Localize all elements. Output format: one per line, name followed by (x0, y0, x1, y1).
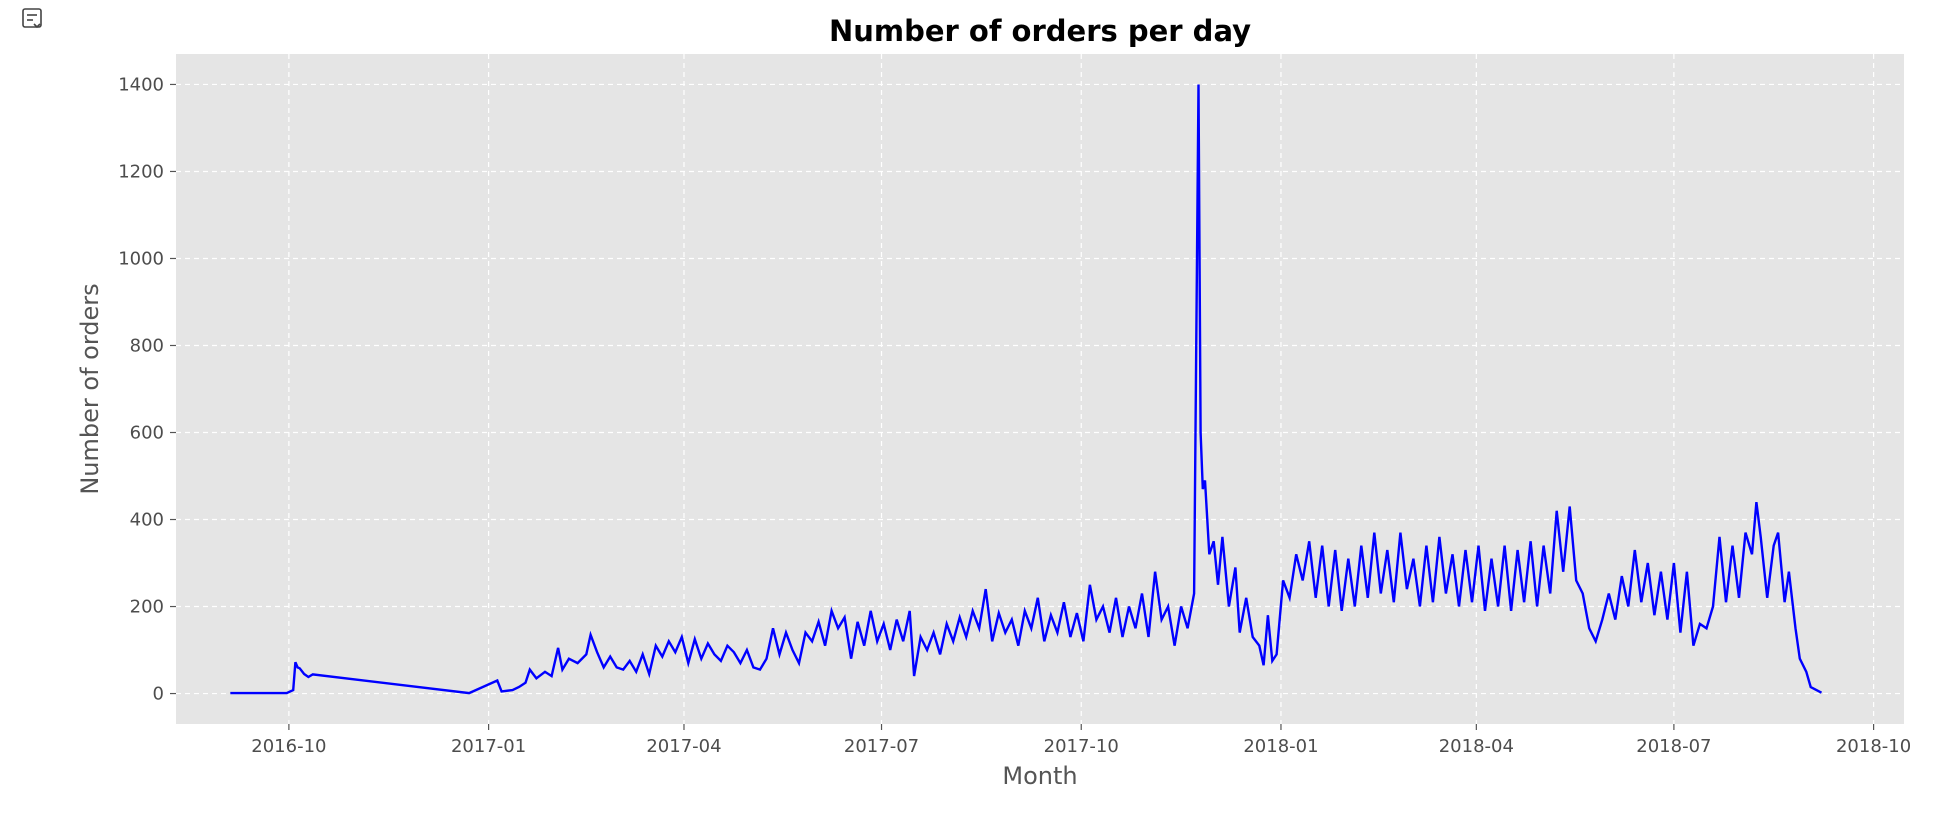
x-tick-label: 2017-07 (844, 736, 919, 757)
chart-title: Number of orders per day (829, 14, 1251, 48)
y-tick-label: 400 (130, 510, 164, 531)
y-axis-ticks: 0 200 400 600 800 1000 1200 1400 (118, 74, 176, 705)
x-tick-label: 2017-10 (1044, 736, 1119, 757)
y-tick-label: 0 (153, 684, 164, 705)
x-tick-label: 2018-07 (1636, 736, 1711, 757)
series-line (230, 84, 1823, 695)
output-toggle-icon[interactable] (20, 6, 46, 32)
x-axis-ticks: 2016-10 2017-01 2017-04 2017-07 2017-10 2018-… (251, 724, 1911, 757)
y-tick-label: 200 (130, 597, 164, 618)
y-tick-label: 600 (130, 423, 164, 444)
plot-area (176, 54, 1904, 724)
x-tick-label: 2016-10 (251, 736, 326, 757)
x-tick-label: 2017-04 (646, 736, 721, 757)
y-tick-label: 1400 (118, 74, 164, 95)
x-tick-label: 2018-10 (1836, 736, 1911, 757)
y-axis-label: Number of orders (76, 283, 104, 494)
x-tick-label: 2018-01 (1243, 736, 1318, 757)
x-axis-label: Month (1002, 762, 1077, 790)
y-tick-label: 800 (130, 335, 164, 356)
x-tick-label: 2017-01 (451, 736, 526, 757)
x-tick-label: 2018-04 (1439, 736, 1514, 757)
y-tick-label: 1200 (118, 161, 164, 182)
y-tick-label: 1000 (118, 248, 164, 269)
